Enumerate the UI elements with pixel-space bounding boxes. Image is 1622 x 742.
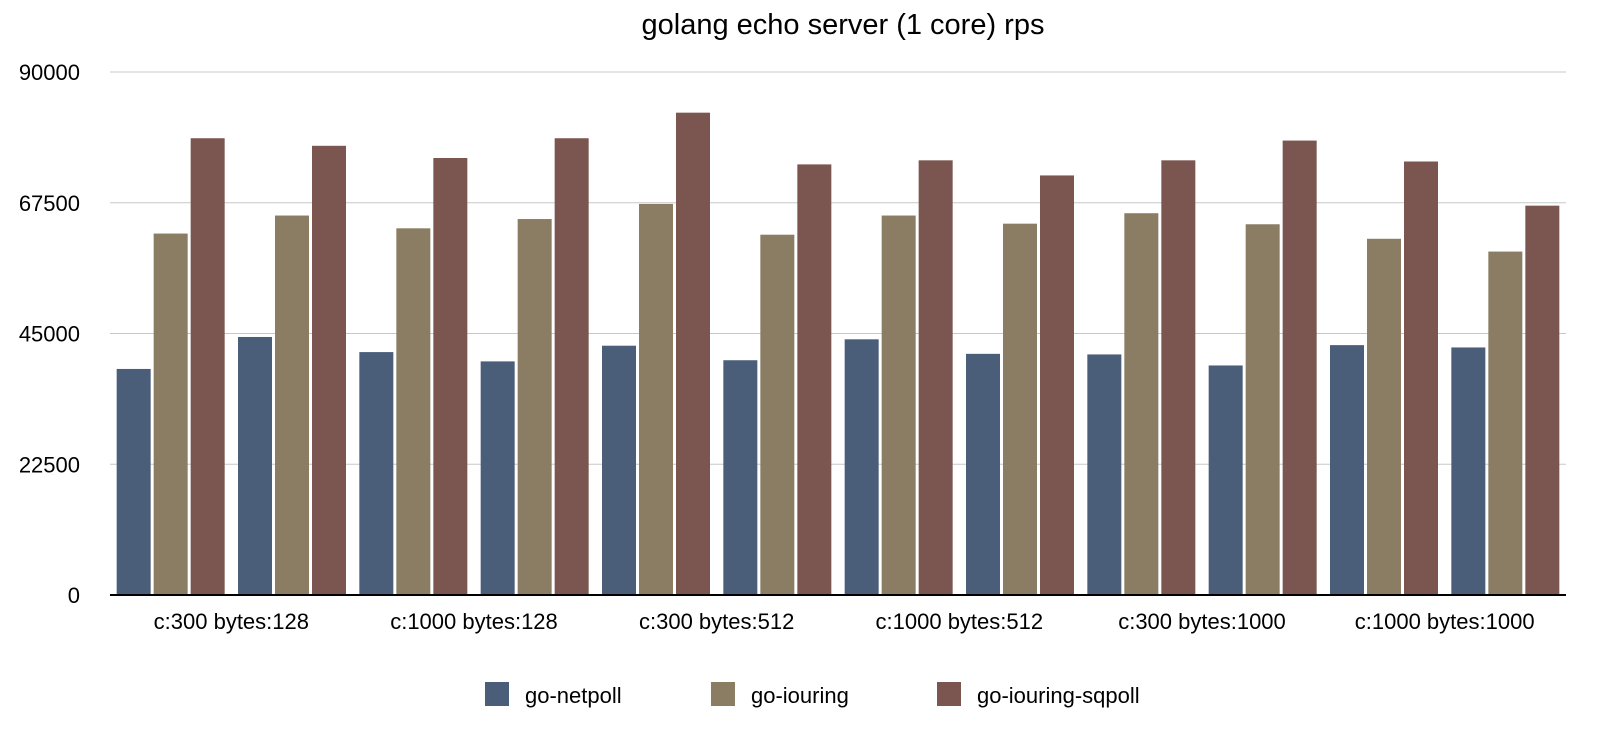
bar-go-netpoll xyxy=(1451,347,1486,595)
bar-go-iouring xyxy=(396,228,431,595)
bar-go-netpoll xyxy=(844,339,879,595)
bar-go-netpoll xyxy=(238,336,272,595)
bar-go-iouring-sqpoll xyxy=(918,160,953,595)
y-axis-ticks: 0 22500 45000 67500 90000 xyxy=(19,60,80,608)
y-tick-label: 0 xyxy=(68,583,80,608)
bar-go-iouring-sqpoll xyxy=(554,138,589,595)
bar-go-iouring-sqpoll xyxy=(1404,161,1438,596)
bar-go-netpoll xyxy=(480,361,515,595)
y-tick-label: 22500 xyxy=(19,452,80,477)
y-tick-label: 90000 xyxy=(19,60,80,85)
legend-label: go-netpoll xyxy=(525,683,622,708)
bar-go-iouring xyxy=(760,234,795,595)
x-category-label: c:300 bytes:1000 xyxy=(1118,609,1286,634)
bar-go-iouring xyxy=(1367,238,1401,596)
y-tick-label: 45000 xyxy=(19,322,80,347)
bar-go-netpoll xyxy=(723,360,758,595)
x-category-label: c:1000 bytes:512 xyxy=(876,609,1044,634)
bar-go-iouring-sqpoll xyxy=(797,164,832,595)
x-category-label: c:300 bytes:128 xyxy=(154,609,309,634)
x-category-label: c:1000 bytes:1000 xyxy=(1355,609,1535,634)
x-category-label: c:300 bytes:512 xyxy=(639,609,794,634)
bar-go-iouring xyxy=(517,219,552,595)
bar-go-iouring-sqpoll xyxy=(1040,175,1074,595)
x-axis-labels: c:300 bytes:128 c:1000 bytes:128 c:300 byt… xyxy=(154,609,1535,634)
bar-go-iouring-sqpoll xyxy=(433,158,468,595)
bar-go-netpoll xyxy=(602,345,636,595)
bar-go-iouring-sqpoll xyxy=(312,145,346,595)
legend-swatch xyxy=(485,682,509,706)
bar-go-netpoll xyxy=(1208,365,1243,595)
bar-go-iouring xyxy=(1488,251,1523,595)
bar-go-iouring xyxy=(275,215,309,596)
bar-go-iouring xyxy=(881,215,916,596)
bar-go-netpoll xyxy=(116,368,151,595)
y-tick-label: 67500 xyxy=(19,191,80,216)
bar-go-iouring-sqpoll xyxy=(1161,160,1196,595)
bars xyxy=(116,112,1560,596)
x-category-label: c:1000 bytes:128 xyxy=(390,609,558,634)
bar-go-netpoll xyxy=(1087,354,1122,595)
legend-swatch xyxy=(937,682,961,706)
bar-go-iouring-sqpoll xyxy=(1282,140,1317,595)
bar-go-netpoll xyxy=(359,352,394,595)
bar-go-netpoll xyxy=(966,353,1000,595)
bar-go-netpoll xyxy=(1330,345,1364,595)
bar-go-iouring xyxy=(1245,224,1280,596)
gridlines xyxy=(110,71,1566,465)
legend: go-netpoll go-iouring go-iouring-sqpoll xyxy=(485,682,1140,708)
legend-label: go-iouring xyxy=(751,683,849,708)
bar-go-iouring-sqpoll xyxy=(190,138,225,595)
bar-go-iouring xyxy=(1003,223,1037,596)
chart-title: golang echo server (1 core) rps xyxy=(642,9,1045,41)
bar-go-iouring xyxy=(1124,213,1159,595)
legend-swatch xyxy=(711,682,735,706)
legend-label: go-iouring-sqpoll xyxy=(977,683,1140,708)
bar-go-iouring-sqpoll xyxy=(676,112,710,595)
bar-go-iouring xyxy=(153,233,188,595)
bar-go-iouring-sqpoll xyxy=(1525,205,1560,595)
bar-go-iouring xyxy=(639,203,673,595)
